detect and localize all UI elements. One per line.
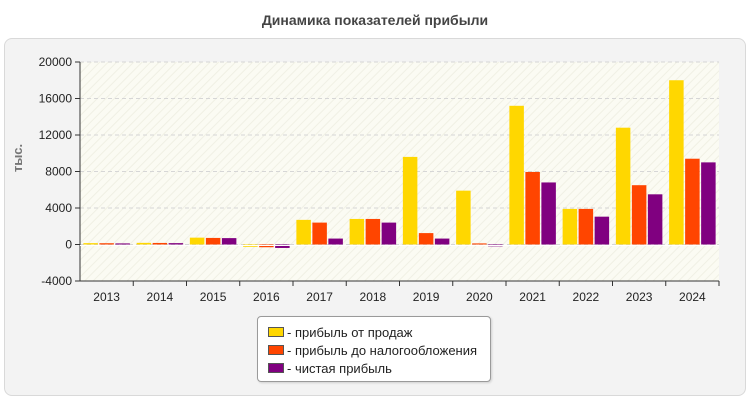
bar: [189, 237, 205, 245]
x-tick-label: 2024: [679, 290, 706, 304]
bar: [152, 242, 168, 245]
bar: [456, 190, 471, 245]
x-tick-label: 2014: [147, 290, 174, 304]
y-tick-label: 12000: [39, 128, 73, 142]
legend-swatch: [268, 345, 284, 355]
bar: [275, 244, 290, 248]
x-tick-label: 2019: [413, 290, 440, 304]
legend-item: - прибыль до налогообложения: [268, 341, 490, 359]
bar: [115, 243, 130, 245]
bar: [221, 238, 237, 245]
x-tick-label: 2017: [306, 290, 333, 304]
legend-swatch: [268, 327, 284, 337]
x-tick-label: 2021: [519, 290, 546, 304]
y-axis-label: тыс.: [10, 144, 25, 172]
chart-legend: - прибыль от продаж - прибыль до налогоо…: [257, 316, 491, 382]
x-tick-label: 2013: [93, 290, 120, 304]
y-tick-label: 8000: [45, 165, 72, 179]
bar: [685, 158, 700, 245]
x-tick-label: 2015: [200, 290, 227, 304]
bar: [701, 162, 716, 245]
bar: [615, 127, 631, 245]
bar: [525, 171, 540, 245]
x-tick-label: 2018: [360, 290, 387, 304]
y-tick-label: 0: [65, 238, 72, 252]
legend-item: - чистая прибыль: [268, 359, 490, 377]
bar: [647, 194, 663, 245]
y-tick-label: 4000: [45, 201, 72, 215]
y-tick-label: -4000: [41, 274, 72, 288]
bar: [434, 238, 450, 245]
bar: [541, 182, 556, 245]
bar: [578, 208, 594, 245]
bar: [365, 218, 381, 245]
bar: [562, 208, 578, 245]
bar: [509, 105, 524, 245]
bar: [312, 222, 327, 245]
legend-label: - прибыль до налогообложения: [287, 342, 478, 358]
legend-label: - чистая прибыль: [287, 360, 392, 376]
x-tick-label: 2020: [466, 290, 493, 304]
x-tick-label: 2022: [573, 290, 600, 304]
bar: [381, 222, 397, 245]
chart-title: Динамика показателей прибыли: [261, 12, 489, 28]
bar: [296, 219, 311, 245]
legend-item: - прибыль от продаж: [268, 323, 490, 341]
bar: [402, 156, 418, 245]
bar: [136, 242, 152, 245]
bar: [669, 80, 684, 245]
y-tick-label: 16000: [39, 92, 73, 106]
bar: [594, 216, 610, 245]
bar: [99, 243, 114, 245]
bar: [205, 237, 221, 245]
x-tick-label: 2023: [626, 290, 653, 304]
legend-swatch: [268, 363, 284, 373]
bar: [631, 185, 647, 245]
legend-label: - прибыль от продаж: [287, 324, 413, 340]
bar: [418, 233, 434, 245]
bar: [168, 243, 184, 245]
x-tick-label: 2016: [253, 290, 280, 304]
bar: [472, 243, 487, 245]
y-tick-label: 20000: [39, 55, 73, 69]
bar: [83, 243, 98, 245]
bar: [328, 238, 343, 245]
bar: [349, 218, 365, 245]
